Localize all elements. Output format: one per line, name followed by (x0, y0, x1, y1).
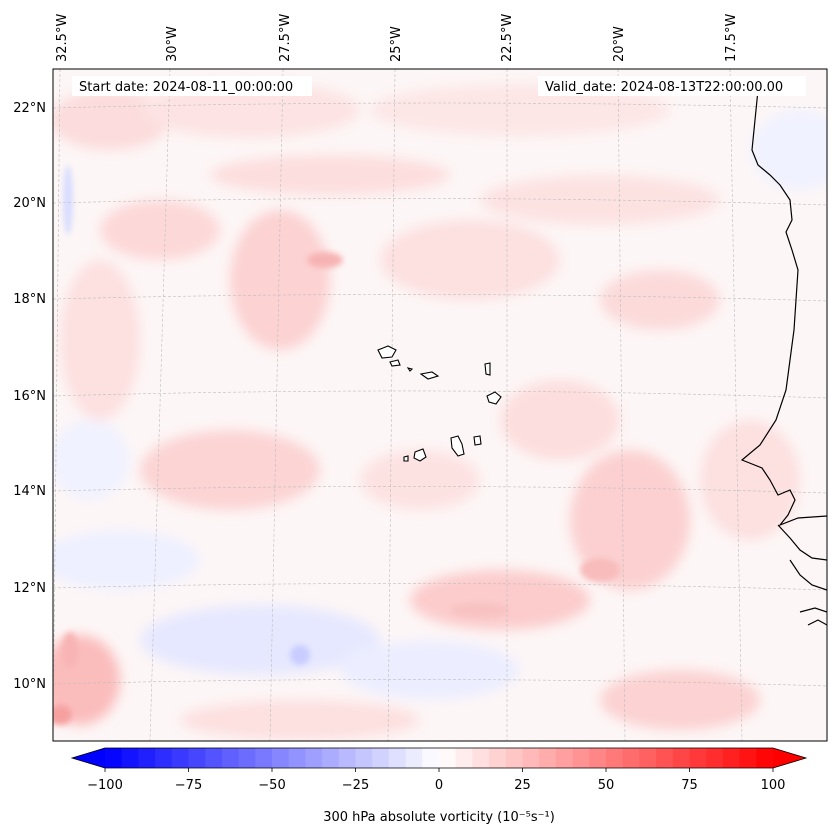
island-sao-nicolau (419, 371, 440, 380)
colorbar-bin (455, 748, 473, 768)
coastline (740, 89, 827, 626)
colorbar-bin (205, 748, 223, 768)
colorbar-bin (272, 748, 290, 768)
island-brava (403, 455, 409, 462)
colorbar-low-extension (72, 748, 105, 768)
lat-label-1: 20°N (13, 196, 46, 211)
colorbar-bin (555, 748, 574, 768)
colorbar-tick-7: 75 (681, 778, 698, 793)
lat-label-5: 12°N (13, 581, 46, 596)
gridlines (53, 69, 827, 741)
colorbar-tick-3: −25 (342, 778, 369, 793)
lon-label-4: 22.5°W (500, 14, 515, 62)
colorbar-bin (138, 748, 156, 768)
colorbar-bin (706, 748, 724, 768)
colorbar-bin (622, 748, 640, 768)
colorbar-bin (155, 748, 173, 768)
valid-date-box (538, 76, 806, 96)
colorbar-bin (689, 748, 707, 768)
lon-label-5: 20°W (612, 26, 627, 62)
lat-label-4: 14°N (13, 484, 46, 499)
island-boa-vista (486, 391, 502, 405)
lon-label-2: 27.5°W (278, 14, 293, 62)
colorbar-bin (288, 748, 306, 768)
lon-label-6: 17.5°W (724, 14, 739, 62)
start-date-box (72, 76, 312, 96)
colorbar-bin (522, 748, 540, 768)
colorbar-bin (105, 748, 123, 768)
colorbar-bin (171, 748, 189, 768)
colorbar-tick-0: −100 (87, 778, 123, 793)
colorbar-bin (422, 748, 440, 768)
colorbar-bin (505, 748, 523, 768)
colorbar-bin (489, 748, 507, 768)
latitude-labels: 22°N 20°N 18°N 16°N 14°N 12°N 10°N (13, 101, 46, 692)
colorbar-bin (756, 748, 774, 768)
colorbar-bin (255, 748, 273, 768)
colorbar-bin (322, 748, 340, 768)
island-sao-vicente (389, 359, 401, 367)
colorbar-bin (672, 748, 690, 768)
colorbar-bin (539, 748, 557, 768)
colorbar-bin (405, 748, 423, 768)
colorbar-bin (606, 748, 624, 768)
colorbar-bin (238, 748, 256, 768)
valid-date-label: Valid_date: 2024-08-13T22:00:00.00 (545, 80, 783, 95)
colorbar-label: 300 hPa absolute vorticity (10⁻⁵s⁻¹) (323, 810, 555, 825)
lat-label-3: 16°N (13, 389, 46, 404)
colorbar-ticks: −100 −75 −50 −25 0 25 50 75 100 (87, 768, 785, 793)
colorbar-high-extension (773, 748, 806, 768)
cape-verde-islands (377, 345, 502, 462)
colorbar: −100 −75 −50 −25 0 25 50 75 100 300 hPa … (70, 747, 808, 825)
island-santa-luzia (406, 367, 414, 372)
colorbar-bin (722, 748, 741, 768)
island-fogo (413, 448, 427, 462)
colorbar-bin (639, 748, 657, 768)
colorbar-bin (572, 748, 590, 768)
colorbar-bin (338, 748, 356, 768)
colorbar-bin (372, 748, 390, 768)
longitude-labels: 32.5°W 30°W 27.5°W 25°W 22.5°W 20°W 17.5… (55, 14, 739, 62)
island-sal (484, 362, 491, 376)
start-date-label: Start date: 2024-08-11_00:00:00 (79, 80, 293, 95)
colorbar-bin (355, 748, 373, 768)
colorbar-tick-4: 0 (435, 778, 443, 793)
colorbar-bin (188, 748, 206, 768)
colorbar-bin (656, 748, 674, 768)
colorbar-tick-6: 50 (598, 778, 615, 793)
lon-label-3: 25°W (389, 26, 404, 62)
island-maio (473, 435, 482, 446)
colorbar-bin (439, 748, 457, 768)
colorbar-bin (739, 748, 757, 768)
lat-label-0: 22°N (13, 101, 46, 116)
colorbar-bin (121, 748, 139, 768)
island-santo-antao (377, 345, 397, 359)
colorbar-tick-2: −50 (258, 778, 285, 793)
colorbar-tick-1: −75 (175, 778, 202, 793)
colorbar-tick-8: 100 (761, 778, 786, 793)
colorbar-bins (105, 748, 774, 768)
lon-label-0: 32.5°W (55, 14, 70, 62)
island-santiago (450, 435, 465, 457)
colorbar-tick-5: 25 (514, 778, 531, 793)
colorbar-bin (388, 748, 407, 768)
colorbar-bin (589, 748, 607, 768)
colorbar-bin (472, 748, 490, 768)
colorbar-bin (221, 748, 240, 768)
lat-label-6: 10°N (13, 677, 46, 692)
lat-label-2: 18°N (13, 292, 46, 307)
map-frame (52, 68, 828, 742)
lon-label-1: 30°W (165, 26, 180, 62)
colorbar-bin (305, 748, 323, 768)
